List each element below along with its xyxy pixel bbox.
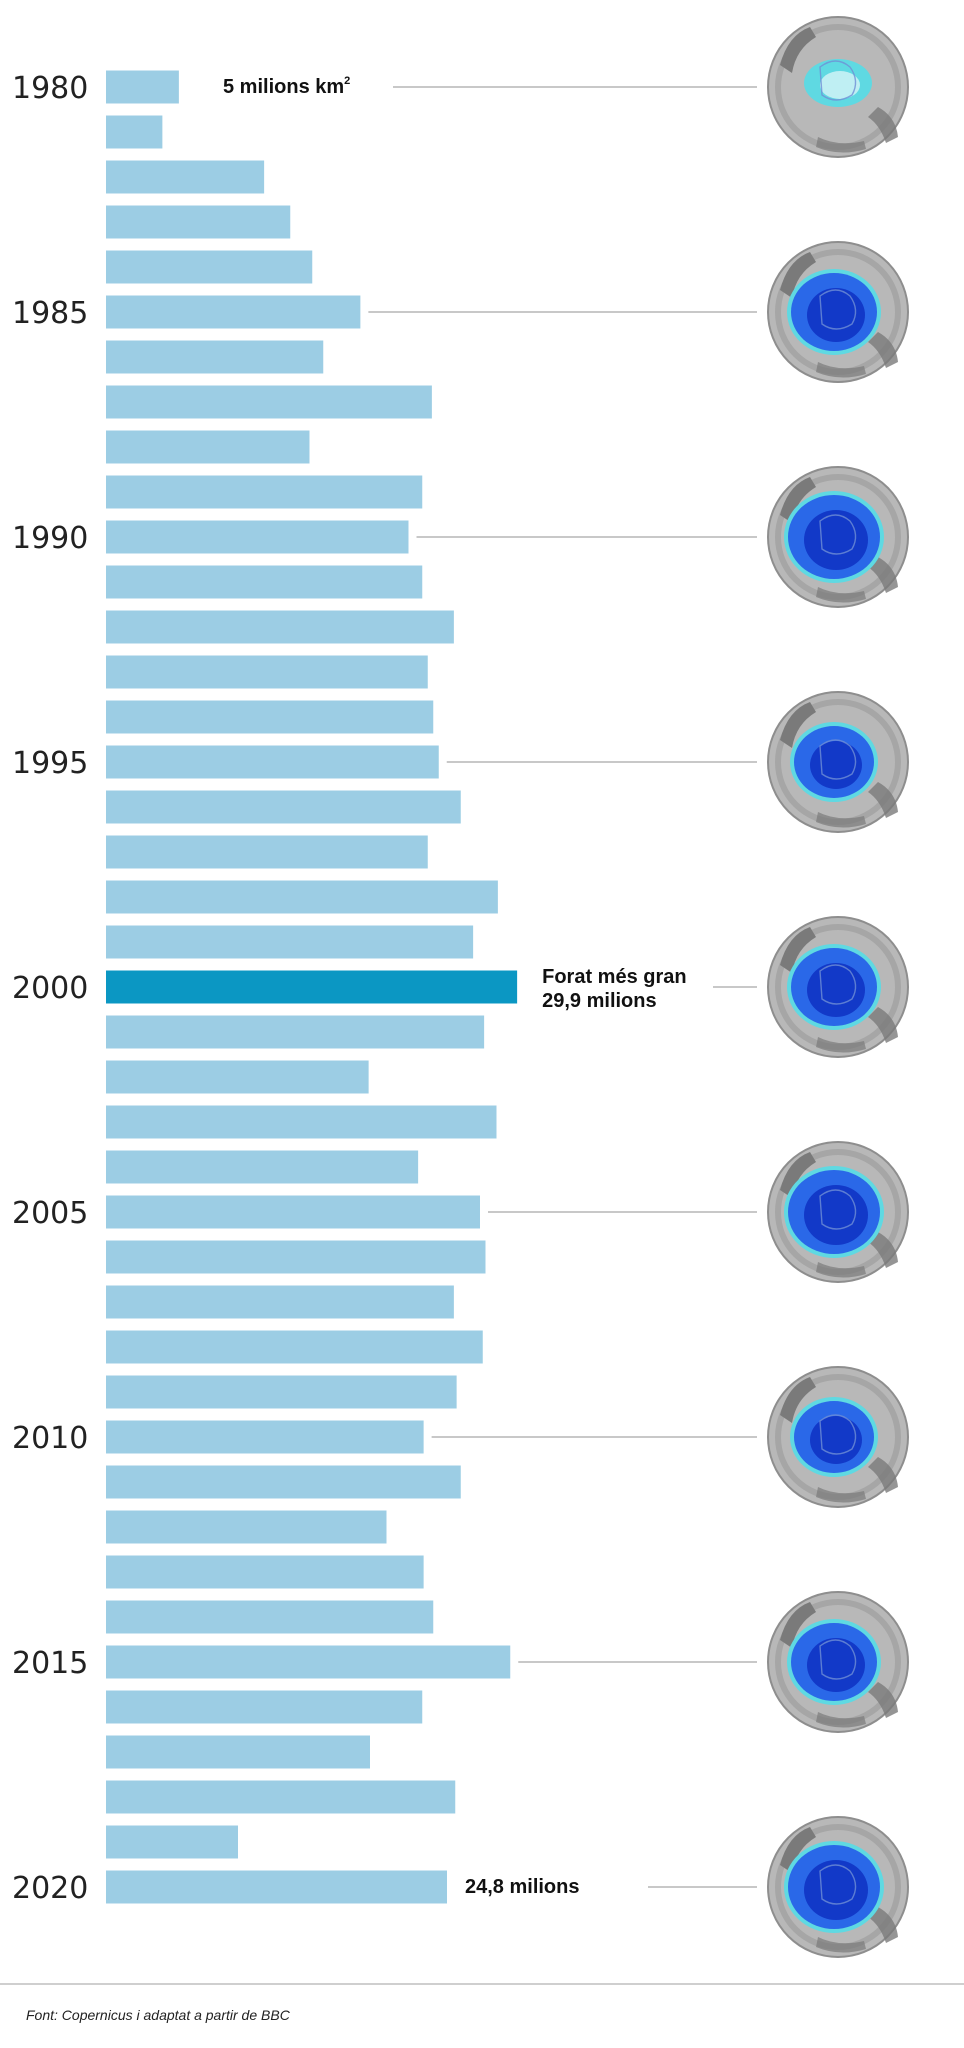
bar-1997: [106, 835, 428, 869]
year-label-2005: 2005: [12, 1196, 88, 1231]
ozone-globe-1985: [767, 241, 909, 383]
bar-1981: [106, 115, 163, 149]
bar-1984: [106, 250, 313, 284]
year-label-2015: 2015: [12, 1646, 88, 1681]
footer-divider: [0, 1983, 964, 1985]
annotation-2020: 24,8 milions: [465, 1876, 580, 1898]
bar-1989: [106, 475, 423, 509]
ozone-globe-2005: [767, 1141, 909, 1283]
bar-1991: [106, 565, 423, 599]
bar-1998: [106, 880, 498, 914]
bar-1986: [106, 340, 324, 374]
bar-1988: [106, 430, 310, 464]
footer-source: Font: Copernicus i adaptat a partir de B…: [26, 2007, 290, 2023]
bar-2012: [106, 1510, 387, 1544]
bar-2003: [106, 1105, 497, 1139]
ozone-globe-2020: [767, 1816, 909, 1958]
bar-2007: [106, 1285, 454, 1319]
ozone-globe-1995: [767, 691, 909, 833]
year-label-2000: 2000: [12, 971, 88, 1006]
bar-2018: [106, 1780, 456, 1814]
bar-1983: [106, 205, 291, 239]
year-labels: 1980 1985 1990 1995 2000 2005 2010 2015 2020: [12, 71, 88, 1906]
ozone-globe-1980: [767, 16, 909, 158]
bar-1992: [106, 610, 454, 644]
ozone-globe-1990: [767, 466, 909, 608]
bars: [106, 70, 518, 1904]
bar-1993: [106, 655, 428, 689]
bar-2008: [106, 1330, 483, 1364]
annotation-1980: 5 milions km2: [223, 75, 350, 98]
bar-1980: [106, 70, 179, 104]
bar-1982: [106, 160, 265, 194]
bar-2009: [106, 1375, 457, 1409]
annotation-2000-line-1: Forat més gran: [542, 966, 686, 988]
bar-2015: [106, 1645, 511, 1679]
bar-1996: [106, 790, 461, 824]
bar-2014: [106, 1600, 434, 1634]
ozone-globe-2015: [767, 1591, 909, 1733]
year-label-2010: 2010: [12, 1421, 88, 1456]
ozone-globe-2000: [767, 916, 909, 1058]
bar-1994: [106, 700, 434, 734]
bar-2010: [106, 1420, 424, 1454]
bar-2017: [106, 1735, 370, 1769]
year-label-2020: 2020: [12, 1871, 88, 1906]
year-label-1990: 1990: [12, 521, 88, 556]
bar-1990: [106, 520, 409, 554]
bar-1985: [106, 295, 361, 329]
bar-2013: [106, 1555, 424, 1589]
bar-2001: [106, 1015, 485, 1049]
bar-2000: [106, 970, 518, 1004]
year-label-1980: 1980: [12, 71, 88, 106]
bar-2004: [106, 1150, 419, 1184]
bar-2002: [106, 1060, 369, 1094]
bar-2005: [106, 1195, 480, 1229]
bar-2016: [106, 1690, 423, 1724]
bar-2019: [106, 1825, 238, 1859]
bar-1999: [106, 925, 474, 959]
bar-2011: [106, 1465, 461, 1499]
bar-2006: [106, 1240, 486, 1274]
bar-1995: [106, 745, 439, 779]
year-label-1995: 1995: [12, 746, 88, 781]
leader-lines: [368, 86, 757, 1888]
ozone-globe-2010: [767, 1366, 909, 1508]
annotation-2000-line-2: 29,9 milions: [542, 990, 657, 1012]
ozone-thumbnails: [767, 16, 909, 1958]
bar-1987: [106, 385, 432, 419]
bar-2020: [106, 1870, 447, 1904]
year-label-1985: 1985: [12, 296, 88, 331]
